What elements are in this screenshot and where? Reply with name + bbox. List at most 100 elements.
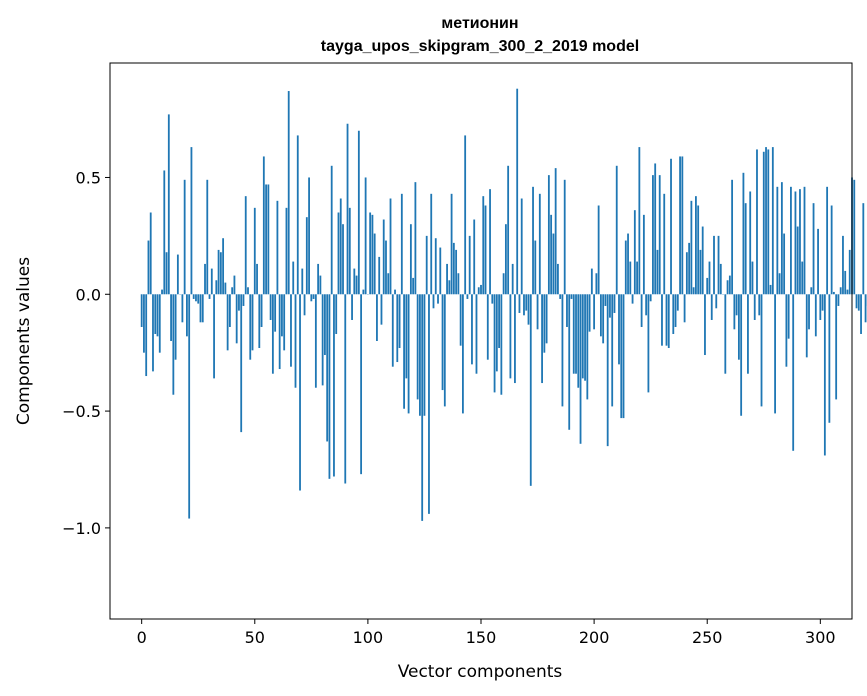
bar (403, 294, 405, 409)
bar (181, 294, 184, 323)
bar (853, 179, 856, 295)
bar (658, 175, 661, 295)
bar (554, 168, 557, 295)
bar (652, 175, 654, 295)
bar (670, 158, 672, 295)
bar (785, 294, 788, 367)
bar (769, 284, 772, 295)
bar (201, 294, 204, 323)
bar (538, 193, 541, 295)
bar (195, 294, 197, 302)
bar (174, 294, 177, 360)
bar (163, 170, 166, 295)
bar (778, 273, 781, 295)
chart-title-line1: метионин (441, 15, 518, 32)
bar (473, 219, 476, 295)
bar (647, 294, 650, 393)
bar (394, 289, 396, 295)
bar (586, 294, 589, 400)
bar (504, 224, 507, 295)
x-tick-label: 250 (692, 628, 723, 647)
bar (719, 263, 722, 295)
bar (455, 249, 458, 295)
bar (661, 294, 663, 346)
bar (584, 294, 586, 381)
bar (817, 228, 819, 295)
bar (756, 149, 758, 295)
bar (267, 184, 270, 295)
bar (495, 294, 498, 372)
bar (532, 186, 534, 295)
bar (310, 294, 313, 302)
bar (210, 268, 213, 295)
bar (848, 249, 851, 295)
bar (308, 177, 310, 295)
bar (256, 263, 258, 295)
bar (430, 193, 433, 295)
bar (152, 294, 154, 372)
bar (348, 207, 351, 295)
bar (509, 294, 512, 379)
bar (486, 294, 489, 360)
bar (609, 294, 611, 318)
bar (593, 294, 596, 330)
bar (787, 294, 790, 339)
bar (382, 219, 385, 295)
bar (215, 280, 218, 295)
bar (511, 263, 514, 295)
bar (733, 294, 736, 330)
bar (208, 294, 211, 299)
bar (362, 289, 365, 295)
bar (581, 294, 584, 379)
bar (618, 294, 620, 365)
bar (629, 261, 632, 295)
bar (744, 203, 747, 295)
bar (771, 147, 774, 295)
bar (642, 214, 645, 295)
bar (477, 287, 480, 295)
bar (534, 240, 537, 295)
bar (846, 289, 849, 295)
bar (432, 294, 435, 309)
y-axis-label: Components values (14, 257, 34, 425)
bar (258, 294, 261, 349)
bar (792, 294, 795, 451)
bar (357, 130, 360, 295)
bar (837, 294, 840, 306)
bar (238, 294, 240, 311)
bar (161, 289, 163, 295)
bar (428, 294, 430, 514)
bar (222, 238, 225, 295)
bar (545, 294, 548, 344)
bar (443, 294, 446, 407)
bar (251, 294, 254, 351)
bar (760, 294, 763, 407)
bar (491, 294, 494, 304)
bar (439, 247, 442, 295)
bar (462, 294, 464, 414)
bar (321, 294, 324, 386)
bar (697, 205, 700, 295)
bar (387, 273, 390, 295)
bar (283, 294, 286, 351)
bar (559, 294, 562, 299)
bar (328, 294, 331, 479)
bar (525, 294, 528, 311)
bar (235, 294, 238, 344)
y-tick-label: 0.5 (76, 168, 101, 187)
bar (405, 294, 408, 379)
bar (518, 294, 521, 313)
bar (165, 252, 168, 295)
bar (547, 175, 550, 295)
bar (701, 226, 704, 295)
bar (434, 238, 437, 295)
bar (699, 249, 702, 295)
bar (676, 294, 679, 311)
bar (500, 294, 503, 395)
bar (749, 191, 752, 295)
bar (627, 233, 629, 295)
bar (468, 235, 471, 295)
bar (299, 294, 301, 491)
bar (480, 284, 482, 295)
